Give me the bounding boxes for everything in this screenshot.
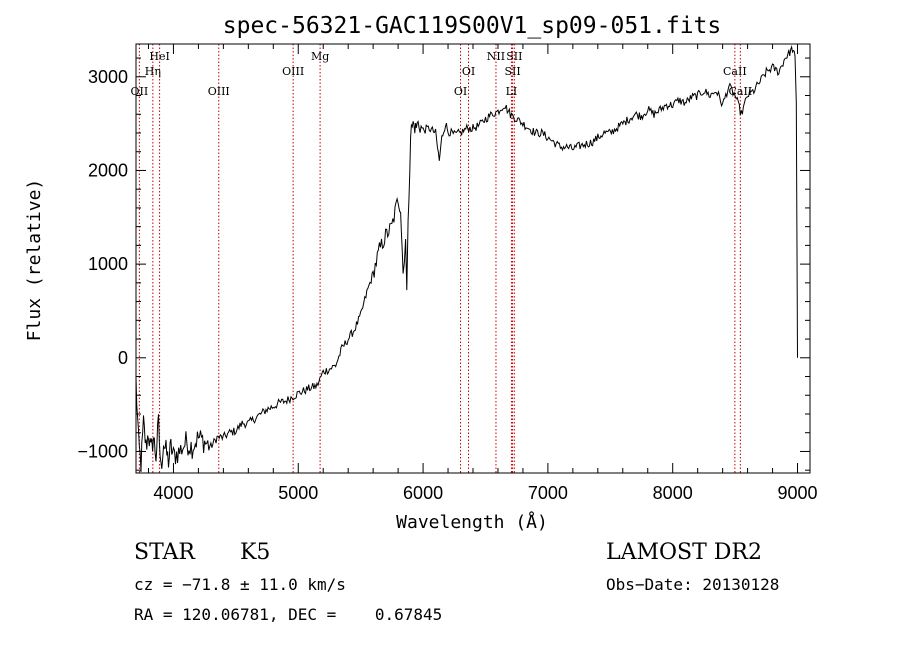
line-label-nii: NII [487,50,505,63]
plot-frame [135,43,811,474]
line-label-sii: SII [504,65,520,78]
axis-ticks: 4000 5000 6000 7000 8000 9000 −1000 0 1000 2000 30… [77,44,818,503]
line-label-caii: CaII [723,65,747,78]
spectral-line-labels: OII Hη HeI OIII OIII Mg OI OI NII LI SII SII CaII CaI… [131,50,753,98]
line-label-li: LI [506,85,518,98]
x-tick-label: 6000 [403,483,443,503]
line-label-oi: OI [454,85,467,98]
x-tick-label: 9000 [777,483,817,503]
line-label-hη: Hη [145,65,161,78]
line-label-sii: SII [506,50,522,63]
spectrum-line [135,44,798,473]
x-tick-label: 4000 [153,483,193,503]
object-subclass: K5 [240,540,271,565]
x-tick-label: 8000 [653,483,693,503]
y-tick-label: 1000 [88,254,128,274]
y-tick-label: 2000 [88,160,128,180]
x-tick-label: 5000 [278,483,318,503]
line-label-caii: CaII [729,85,753,98]
coordinates-info: RA = 120.06781, DEC = 0.67845 [134,605,443,624]
line-label-mg: Mg [311,50,329,63]
survey-name: LAMOST DR2 [606,540,762,565]
y-tick-label: 3000 [88,67,128,87]
line-label-oi: OI [462,65,475,78]
observation-date: Obs−Date: 20130128 [606,575,780,594]
chart-title: spec-56321-GAC119S00V1_sp09-051.fits [223,13,722,39]
y-axis-label: Flux (relative) [24,179,45,342]
y-tick-label: 0 [118,348,128,368]
spectral-line-markers [138,44,741,473]
x-tick-label: 7000 [528,483,568,503]
line-label-oiii: OIII [208,85,230,98]
redshift-info: cz = −71.8 ± 11.0 km/s [134,575,346,594]
x-axis-label: Wavelength (Å) [396,511,548,533]
line-label-hei: HeI [149,50,169,63]
y-tick-label: −1000 [77,441,128,461]
line-label-oii: OII [131,85,149,98]
line-label-oiii: OIII [282,65,304,78]
object-class: STAR [134,540,195,565]
